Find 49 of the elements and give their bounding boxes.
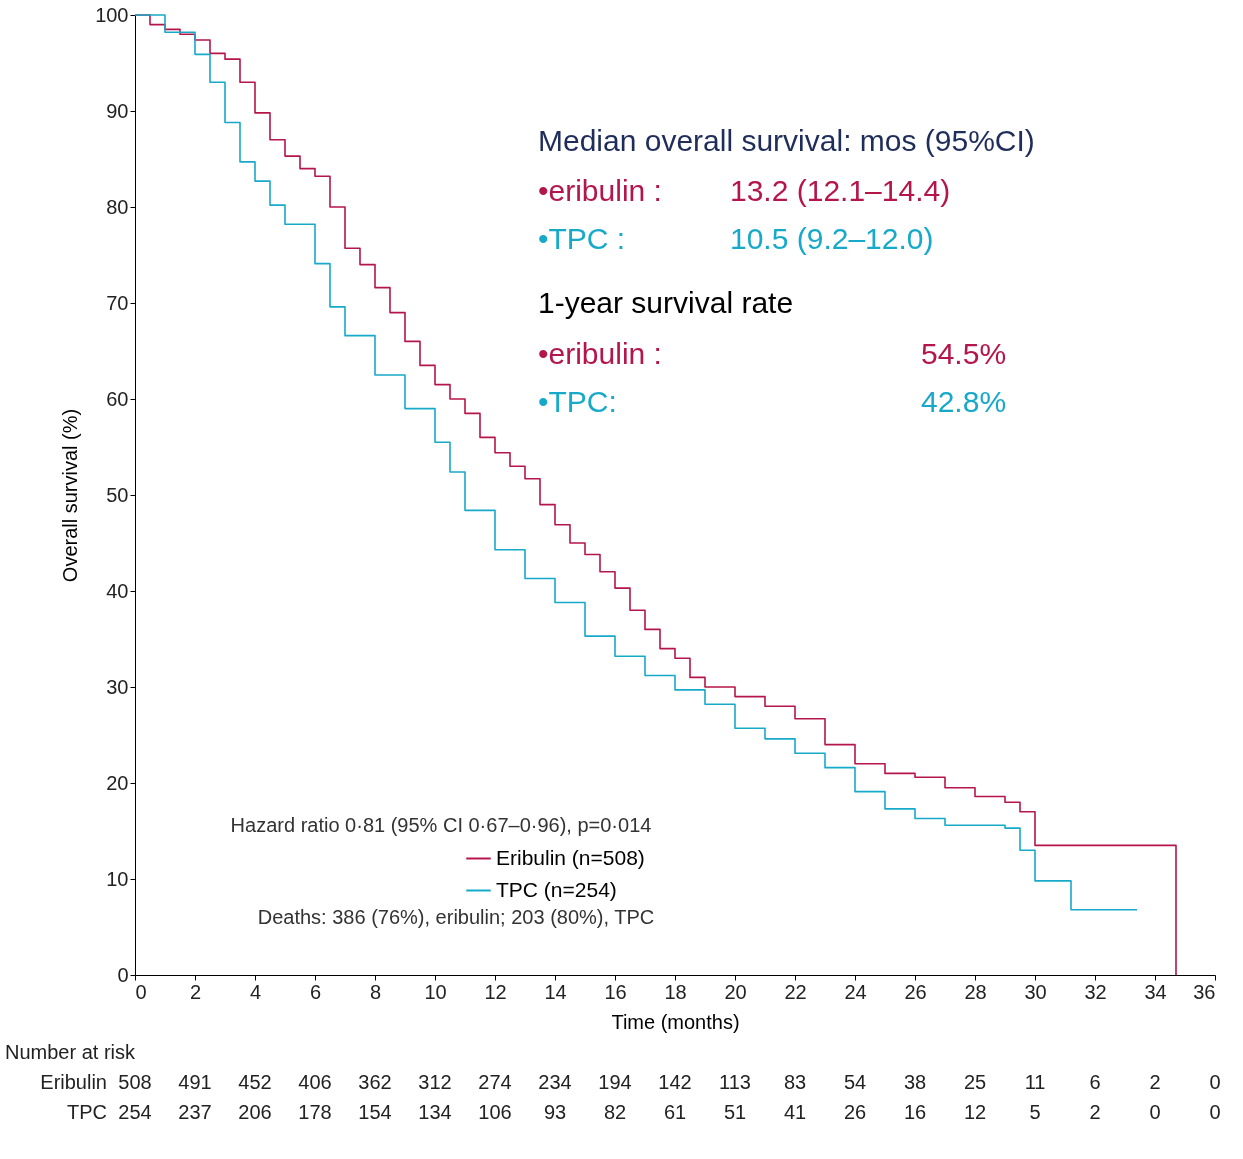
y-tick-label: 70 [106,291,129,314]
text: Number at risk [5,1041,137,1063]
x-tick-label: 16 [604,980,627,1003]
text: Eribulin 508 491 452 406 362 312 274 234 194 142 113 83 54 38 25 11 6 2 0 [40,1071,1221,1093]
annotation: •eribulin : [538,337,662,370]
annotation: Median overall survival: mos (95%CI) [538,124,1035,157]
y-tick-label: 0 [117,963,129,986]
annotation: Hazard ratio 0·81 (95% CI 0·67–0·96), p=0·014 [230,814,652,836]
x-tick-label: 2 [189,980,202,1003]
y-axis-title: Overall survival (%) [59,408,82,583]
annotation: 54.5% [921,337,1007,370]
x-tick-label: 20 [724,980,747,1003]
x-tick-label: 32 [1084,980,1107,1003]
x-tick-label: 6 [309,980,322,1003]
legend-label: TPC (n=254) [496,877,617,901]
x-tick-label: 34 [1144,980,1167,1003]
text: TPC 254 237 206 178 154 134 106 93 82 61 51 41 26 16 12 5 2 0 0 [67,1101,1221,1123]
y-tick-label: 80 [106,195,129,218]
y-tick-label: 20 [106,771,129,794]
y-tick-label: 100 [95,3,129,26]
annotation: Deaths: 386 (76%), eribulin; 203 (80%), TPC [257,906,655,928]
x-tick-label: 28 [964,980,987,1003]
y-tick-label: 90 [106,99,129,122]
y-tick-label: 10 [106,867,129,890]
y-tick-label: 50 [106,483,129,506]
x-tick-label: 0 [135,980,147,1003]
x-tick-label: 22 [784,980,807,1003]
x-tick-label: 10 [424,980,447,1003]
x-tick-label: 30 [1024,980,1047,1003]
x-tick-label: 26 [904,980,927,1003]
x-axis-title: Time (months) [611,1010,740,1033]
annotation: 10.5 (9.2–12.0) [730,222,934,255]
x-tick-label: 12 [484,980,507,1003]
x-tick-label: 4 [249,980,262,1003]
legend-label: Eribulin (n=508) [496,845,645,869]
x-tick-label: 8 [369,980,382,1003]
annotation: 42.8% [921,385,1007,418]
y-tick-label: 30 [106,675,129,698]
annotation: •TPC : [538,222,626,255]
x-tick-label: 36 [1193,980,1216,1003]
x-tick-label: 24 [844,980,867,1003]
x-tick-label: 18 [664,980,687,1003]
annotation: 13.2 (12.1–14.4) [730,174,951,207]
y-tick-label: 60 [106,387,129,410]
annotation: 1-year survival rate [538,286,794,319]
annotation: •TPC: [538,385,617,418]
y-tick-label: 40 [106,579,129,602]
x-tick-label: 14 [544,980,567,1003]
annotation: •eribulin : [538,174,662,207]
